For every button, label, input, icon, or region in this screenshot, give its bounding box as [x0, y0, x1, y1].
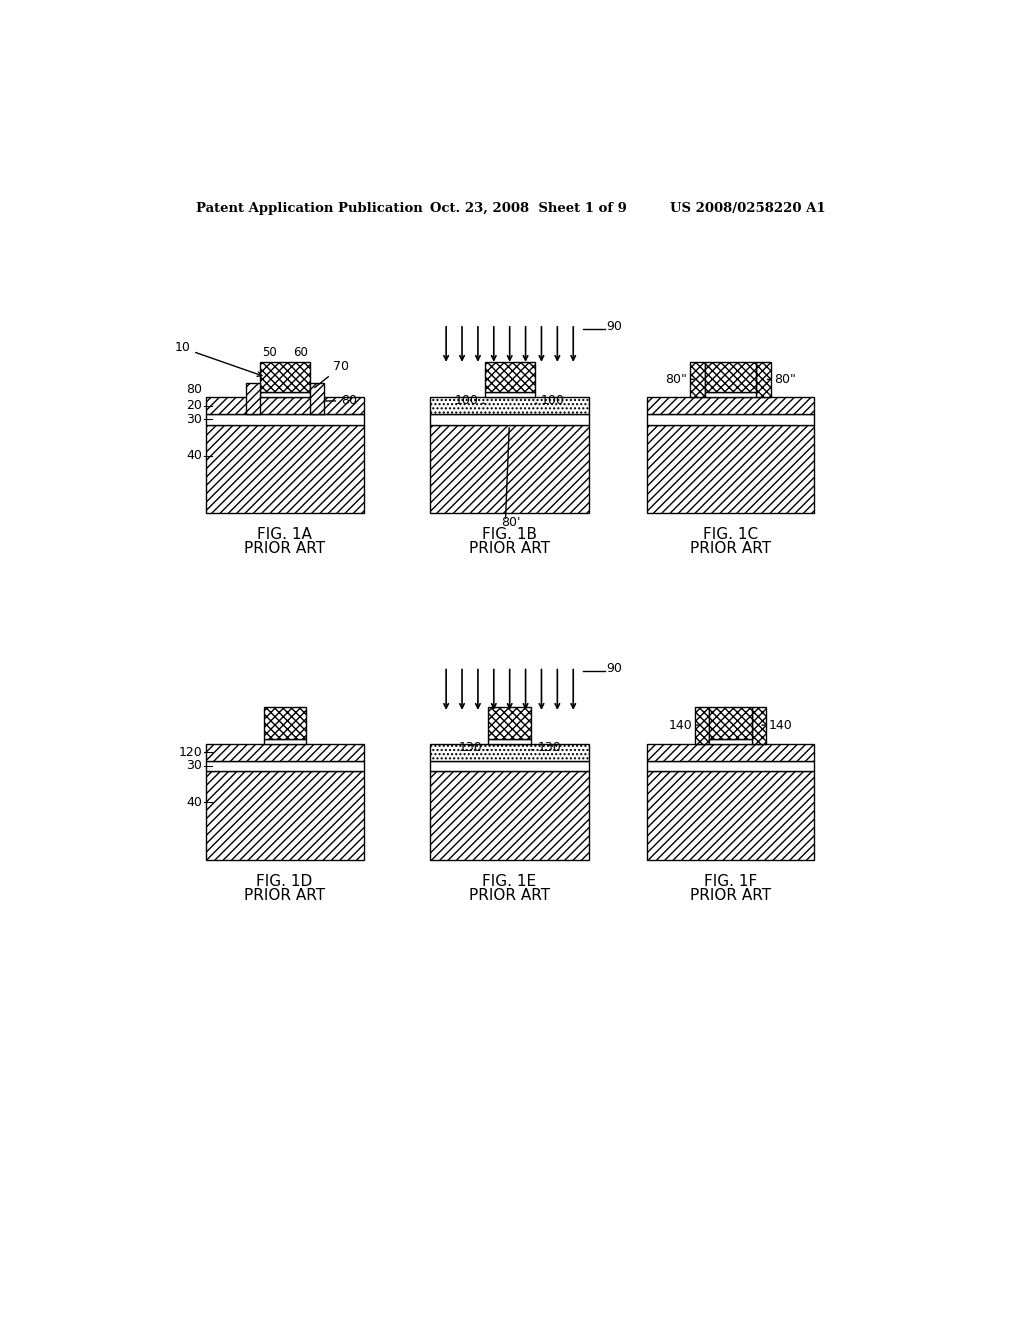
Text: 80: 80 — [325, 395, 357, 408]
Text: Patent Application Publication: Patent Application Publication — [197, 202, 423, 215]
Text: FIG. 1C: FIG. 1C — [702, 528, 758, 543]
Bar — [647, 397, 814, 414]
Text: PRIOR ART: PRIOR ART — [469, 888, 550, 903]
Bar — [488, 706, 531, 739]
Bar — [706, 392, 756, 397]
Bar — [206, 414, 365, 425]
Text: 100: 100 — [541, 395, 565, 408]
Text: 90: 90 — [606, 663, 622, 676]
Bar — [484, 362, 535, 392]
Text: FIG. 1A: FIG. 1A — [257, 528, 312, 543]
Bar — [488, 739, 531, 743]
Bar — [647, 414, 814, 425]
Text: 30: 30 — [186, 413, 203, 426]
Bar — [710, 706, 752, 739]
Bar — [260, 392, 310, 397]
Bar — [206, 760, 365, 771]
Bar — [430, 414, 589, 425]
Bar — [263, 739, 306, 743]
Text: 70: 70 — [314, 360, 349, 388]
Text: 80": 80" — [774, 372, 797, 385]
Bar — [430, 397, 589, 414]
Text: PRIOR ART: PRIOR ART — [689, 541, 771, 556]
Text: FIG. 1D: FIG. 1D — [256, 874, 312, 888]
Text: 130: 130 — [459, 741, 482, 754]
Bar — [310, 383, 324, 414]
Bar — [246, 383, 260, 414]
Text: 60: 60 — [294, 346, 308, 359]
Text: 40: 40 — [186, 796, 203, 809]
Text: FIG. 1F: FIG. 1F — [703, 874, 757, 888]
Text: PRIOR ART: PRIOR ART — [469, 541, 550, 556]
Text: 80': 80' — [502, 516, 521, 529]
Text: FIG. 1B: FIG. 1B — [482, 528, 537, 543]
Bar — [206, 425, 365, 513]
Text: FIG. 1E: FIG. 1E — [482, 874, 537, 888]
Text: 140: 140 — [669, 718, 692, 731]
Bar — [647, 771, 814, 859]
Text: 140: 140 — [769, 718, 793, 731]
Bar — [647, 760, 814, 771]
Text: 120: 120 — [178, 746, 203, 759]
Bar — [430, 743, 589, 760]
Bar — [430, 425, 589, 513]
Bar — [706, 362, 756, 392]
Bar — [206, 743, 365, 760]
Text: 30: 30 — [186, 759, 203, 772]
Text: 80": 80" — [665, 372, 687, 385]
Text: 40: 40 — [186, 449, 203, 462]
Text: PRIOR ART: PRIOR ART — [689, 888, 771, 903]
Text: 90: 90 — [606, 319, 622, 333]
Bar — [260, 362, 310, 392]
Text: 80: 80 — [186, 383, 203, 396]
Text: PRIOR ART: PRIOR ART — [244, 541, 325, 556]
Text: 130: 130 — [538, 741, 561, 754]
Text: Oct. 23, 2008  Sheet 1 of 9: Oct. 23, 2008 Sheet 1 of 9 — [430, 202, 627, 215]
Bar — [647, 743, 814, 760]
Bar — [206, 771, 365, 859]
Text: 100: 100 — [455, 395, 478, 408]
Bar — [263, 706, 306, 739]
Text: 10: 10 — [174, 342, 262, 376]
Text: 20: 20 — [186, 399, 203, 412]
Text: 50: 50 — [262, 346, 276, 359]
Bar — [756, 362, 771, 397]
Bar — [206, 397, 365, 414]
Bar — [430, 771, 589, 859]
Bar — [430, 760, 589, 771]
Bar — [484, 392, 535, 397]
Text: US 2008/0258220 A1: US 2008/0258220 A1 — [671, 202, 826, 215]
Bar — [695, 706, 710, 743]
Bar — [690, 362, 706, 397]
Bar — [647, 425, 814, 513]
Text: PRIOR ART: PRIOR ART — [244, 888, 325, 903]
Bar — [752, 706, 766, 743]
Bar — [710, 739, 752, 743]
